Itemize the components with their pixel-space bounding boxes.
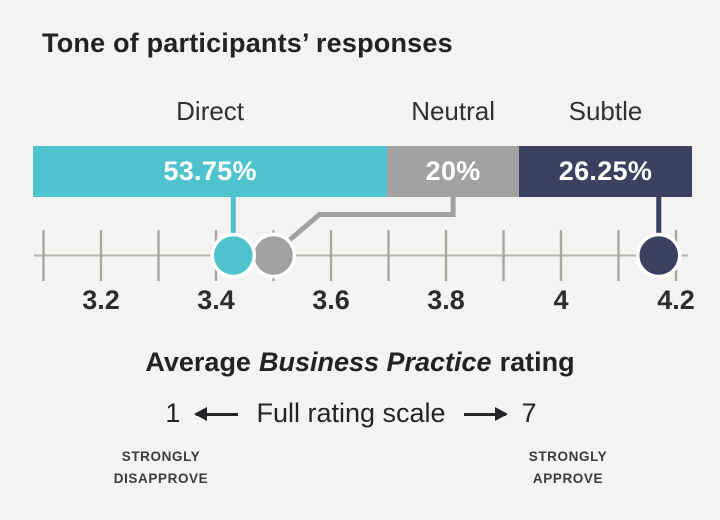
axis-title-prefix: Average xyxy=(145,347,251,377)
avg-dot-direct xyxy=(210,232,256,279)
axis-title-italic: Business Practice xyxy=(258,347,492,377)
scale-min-value: 1 xyxy=(165,397,181,428)
axis-tick-label: 4 xyxy=(553,285,569,315)
scale-min-caption: STRONGLY DISAPPROVE xyxy=(114,446,209,491)
long-left-arrow-icon xyxy=(194,406,239,421)
connector-neutral xyxy=(287,197,456,243)
bar-segment-subtle: 26.25% xyxy=(519,146,692,197)
bar-segment-neutral: 20% xyxy=(387,146,519,197)
scale-max-value: 7 xyxy=(521,397,537,428)
category-label-neutral: Neutral xyxy=(411,96,496,126)
rating-axis-plot xyxy=(34,197,688,281)
avg-dot-subtle xyxy=(636,232,682,279)
category-label-direct: Direct xyxy=(176,96,245,126)
scale-min-caption-line1: STRONGLY xyxy=(121,449,201,464)
scale-label: Full rating scale xyxy=(256,397,446,428)
scale-max-caption-line1: STRONGLY xyxy=(528,449,608,464)
axis-tick-label: 3.2 xyxy=(82,285,120,315)
axis-title: Average Business Practice rating xyxy=(0,347,720,378)
axis-title-suffix: rating xyxy=(499,347,575,377)
stacked-percentage-bar: 53.75% 20% 26.25% xyxy=(33,146,692,197)
avg-dot-neutral xyxy=(250,232,297,279)
segment-percent-subtle: 26.25% xyxy=(558,156,653,186)
long-right-arrow-icon xyxy=(463,406,508,421)
axis-tick-label: 3.8 xyxy=(427,285,465,315)
category-label-subtle: Subtle xyxy=(568,96,643,126)
scale-min-caption-line2: DISAPPROVE xyxy=(113,471,209,487)
bar-segment-direct: 53.75% xyxy=(33,146,388,197)
segment-percent-direct: 53.75% xyxy=(163,156,257,186)
scale-max-caption: STRONGLY APPROVE xyxy=(529,446,608,491)
scale-max-caption-line2: APPROVE xyxy=(532,471,604,487)
full-rating-scale-row: 1 Full rating scale 7 xyxy=(0,396,711,430)
axis-tick-label: 3.6 xyxy=(312,285,350,315)
axis-tick-label: 3.4 xyxy=(197,285,235,315)
axis-tick-label: 4.2 xyxy=(657,285,695,315)
segment-percent-neutral: 20% xyxy=(425,156,481,186)
chart-title: Tone of participants’ responses xyxy=(42,28,453,58)
